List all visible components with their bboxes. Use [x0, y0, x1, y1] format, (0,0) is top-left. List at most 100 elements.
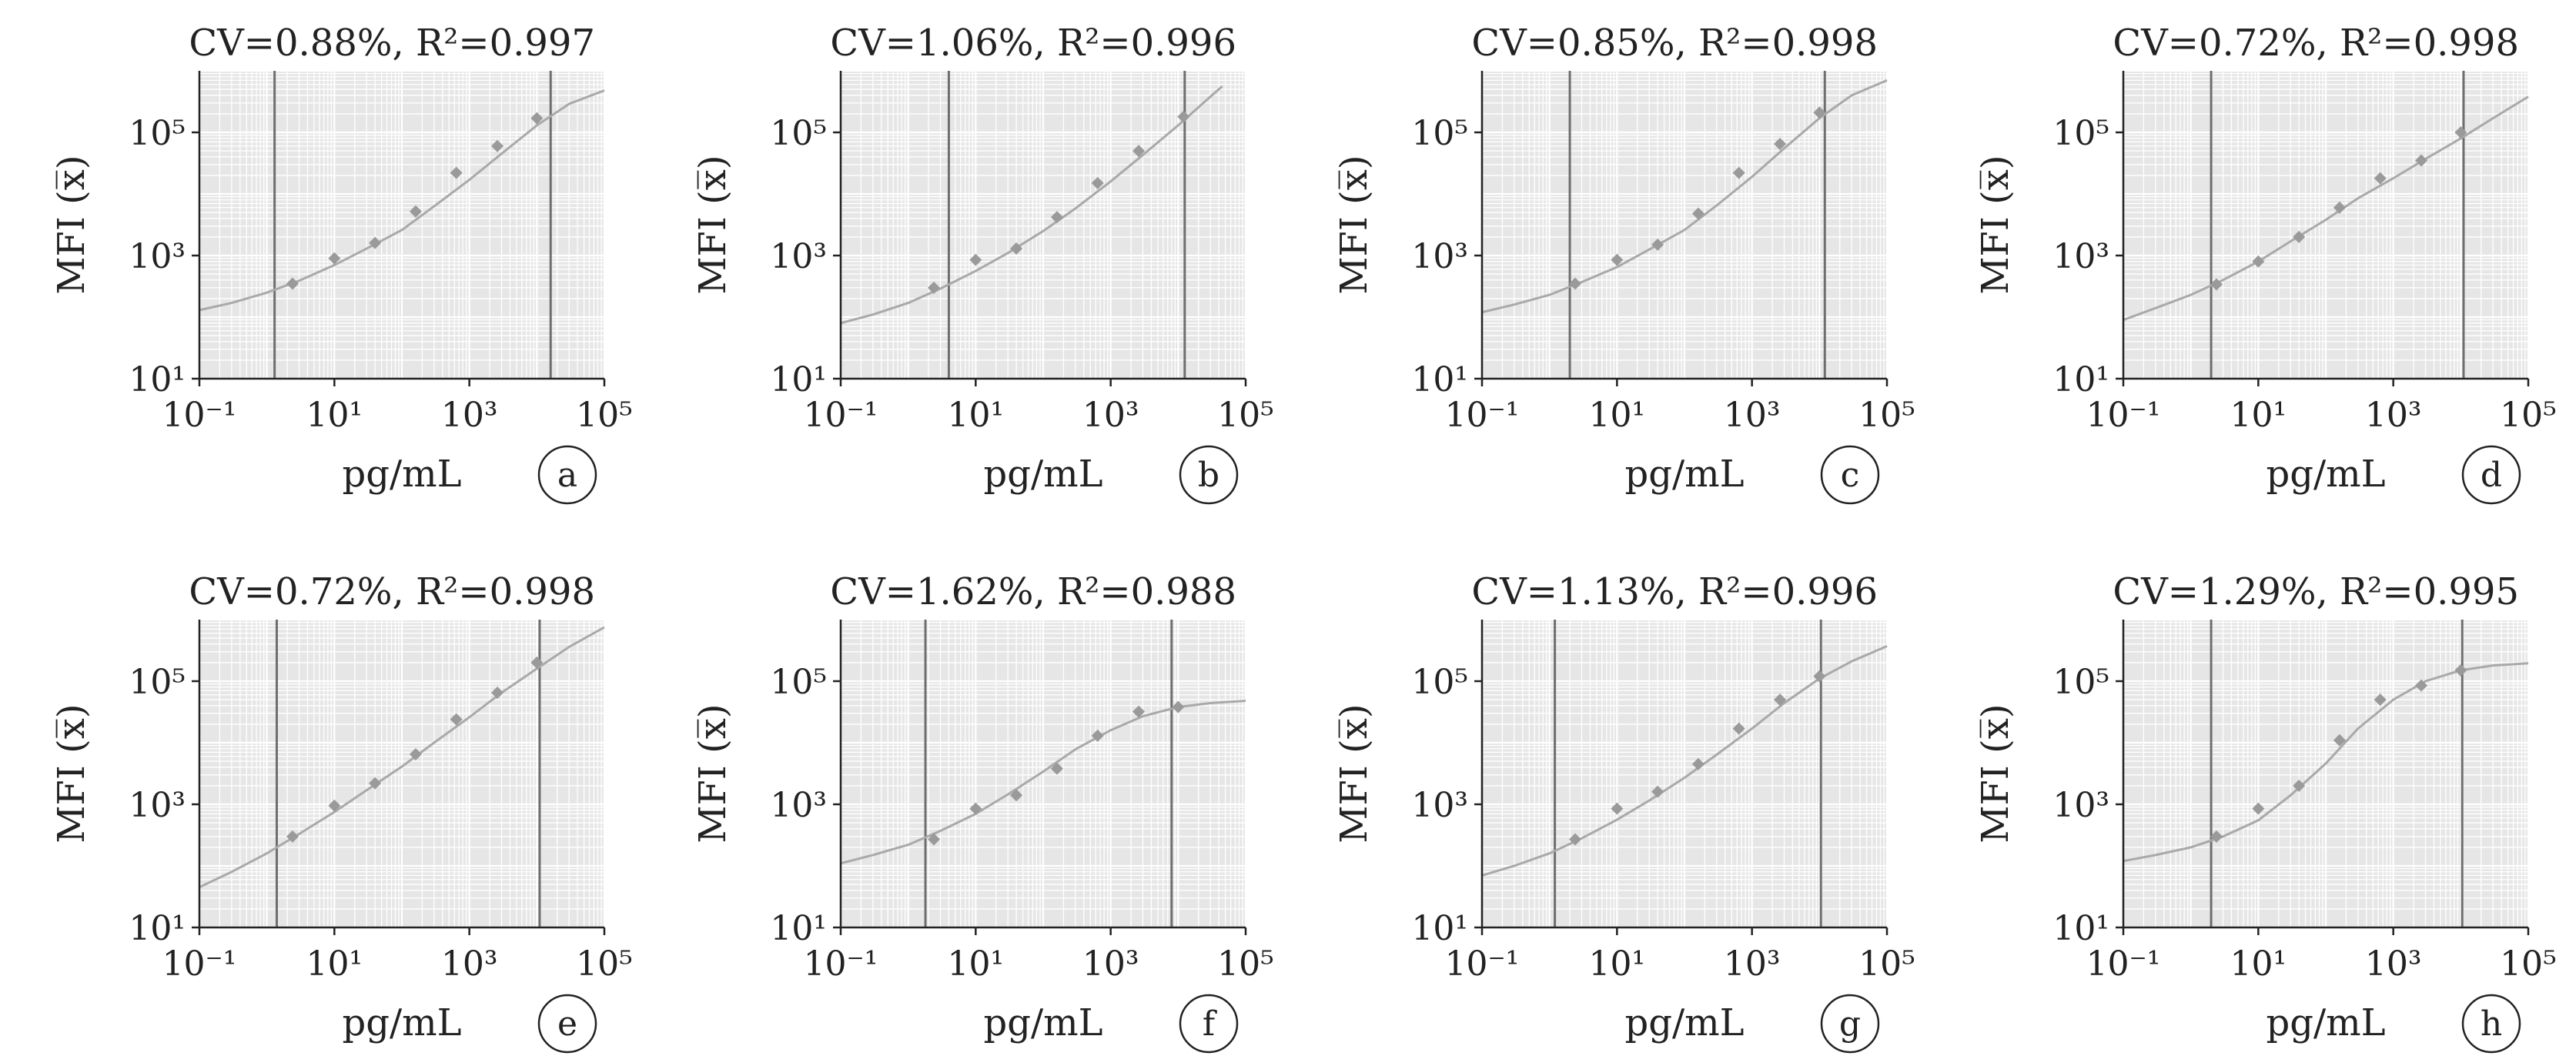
gridlines: [198, 69, 606, 380]
x-tick-label: 10⁻¹: [1445, 396, 1520, 435]
x-tick-label: 10⁵: [1858, 396, 1915, 435]
data-point: [1010, 242, 1023, 255]
data-point: [1651, 785, 1664, 798]
y-axis-label: MFI (x̅): [1333, 703, 1376, 843]
y-tick-label: 10⁵: [129, 663, 186, 702]
y-tick-label: 10¹: [770, 909, 827, 948]
x-axis-label: pg/mL: [1624, 1001, 1744, 1044]
x-tick-label: 10⁻¹: [804, 396, 878, 435]
x-tick-label: 10¹: [306, 944, 363, 984]
x-tick-label: 10³: [1724, 944, 1781, 984]
x-tick-label: 10⁻¹: [804, 944, 878, 984]
x-tick-label: 10¹: [2230, 396, 2287, 435]
panel-label-badge: [2461, 445, 2521, 505]
data-point: [2210, 830, 2223, 843]
data-point: [1050, 762, 1063, 775]
x-tick-label: 10⁻¹: [162, 944, 237, 984]
y-axis-label: MFI (x̅): [1333, 155, 1376, 294]
fit-curve: [199, 89, 605, 312]
y-axis-label: MFI (x̅): [1974, 155, 2017, 294]
data-point: [491, 686, 504, 699]
data-point: [969, 802, 982, 815]
panel-label-badge: [537, 994, 597, 1054]
y-tick-label: 10³: [1411, 237, 1468, 276]
y-axis-label: MFI (x̅): [1974, 703, 2017, 843]
chart-title: CV=0.72%, R²=0.998: [189, 570, 595, 613]
x-tick-label: 10⁵: [1217, 944, 1274, 984]
x-tick-label: 10¹: [2230, 944, 2287, 984]
data-point: [491, 139, 504, 152]
x-tick-label: 10⁻¹: [162, 396, 237, 435]
x-tick-label: 10³: [441, 944, 498, 984]
y-tick-label: 10⁵: [770, 663, 827, 702]
data-point: [2293, 779, 2306, 792]
data-point: [2210, 278, 2223, 291]
y-tick-label: 10³: [129, 786, 186, 825]
panel-label-badge: [1179, 994, 1239, 1054]
data-point: [1691, 207, 1705, 220]
y-tick-label: 10¹: [129, 360, 186, 399]
panel-label: d: [2481, 456, 2502, 495]
panel-label: c: [1841, 456, 1860, 495]
data-point: [1774, 137, 1787, 150]
x-tick-label: 10¹: [948, 396, 1005, 435]
x-tick-label: 10¹: [1589, 944, 1646, 984]
y-tick-label: 10¹: [129, 909, 186, 948]
x-tick-label: 10⁵: [1858, 944, 1915, 984]
data-point: [328, 799, 341, 812]
gridlines: [198, 618, 606, 929]
x-axis-label: pg/mL: [983, 453, 1102, 496]
y-tick-label: 10³: [2052, 786, 2109, 825]
y-tick-label: 10³: [770, 786, 827, 825]
data-point: [2293, 230, 2306, 243]
data-point: [2252, 802, 2265, 815]
x-tick-label: 10³: [2365, 944, 2422, 984]
data-point: [1813, 670, 1826, 683]
data-point: [2333, 734, 2346, 747]
gridlines: [1480, 69, 1889, 380]
data-point: [2333, 201, 2346, 214]
x-tick-label: 10⁻¹: [2086, 396, 2161, 435]
data-point: [1091, 176, 1104, 189]
y-tick-label: 10³: [129, 237, 186, 276]
y-axis-label: MFI (x̅): [691, 155, 734, 294]
x-tick-label: 10⁻¹: [1445, 944, 1520, 984]
x-tick-label: 10⁻¹: [2086, 944, 2161, 984]
x-tick-label: 10⁵: [2500, 396, 2557, 435]
panel-label: g: [1839, 1004, 1861, 1044]
data-point: [1691, 757, 1705, 770]
panel-label-badge: [1820, 994, 1880, 1054]
y-tick-label: 10¹: [1411, 909, 1468, 948]
chart-title: CV=1.13%, R²=0.996: [1471, 570, 1878, 613]
data-point: [450, 713, 463, 726]
x-tick-label: 10¹: [306, 396, 363, 435]
data-point: [1651, 238, 1664, 251]
panel-label: e: [557, 1004, 577, 1044]
y-tick-label: 10⁵: [1411, 114, 1468, 153]
y-tick-label: 10⁵: [770, 114, 827, 153]
y-tick-label: 10¹: [770, 360, 827, 399]
x-tick-label: 10⁵: [2500, 944, 2557, 984]
x-tick-label: 10³: [1082, 944, 1139, 984]
data-point: [2415, 154, 2428, 167]
x-tick-label: 10³: [1724, 396, 1781, 435]
panel-label-badge: [1179, 445, 1239, 505]
data-point: [409, 205, 422, 218]
panel-label: a: [557, 456, 577, 495]
gridlines: [1480, 618, 1889, 929]
panel-label-badge: [2461, 994, 2521, 1054]
data-point: [1132, 145, 1146, 158]
data-point: [1568, 277, 1581, 290]
data-point: [1132, 705, 1146, 718]
chart-title: CV=0.88%, R²=0.997: [189, 22, 595, 65]
x-tick-label: 10⁵: [576, 944, 633, 984]
data-point: [286, 830, 299, 843]
y-tick-label: 10⁵: [2052, 663, 2109, 702]
panel-label-badge: [537, 445, 597, 505]
data-point: [1732, 722, 1745, 735]
